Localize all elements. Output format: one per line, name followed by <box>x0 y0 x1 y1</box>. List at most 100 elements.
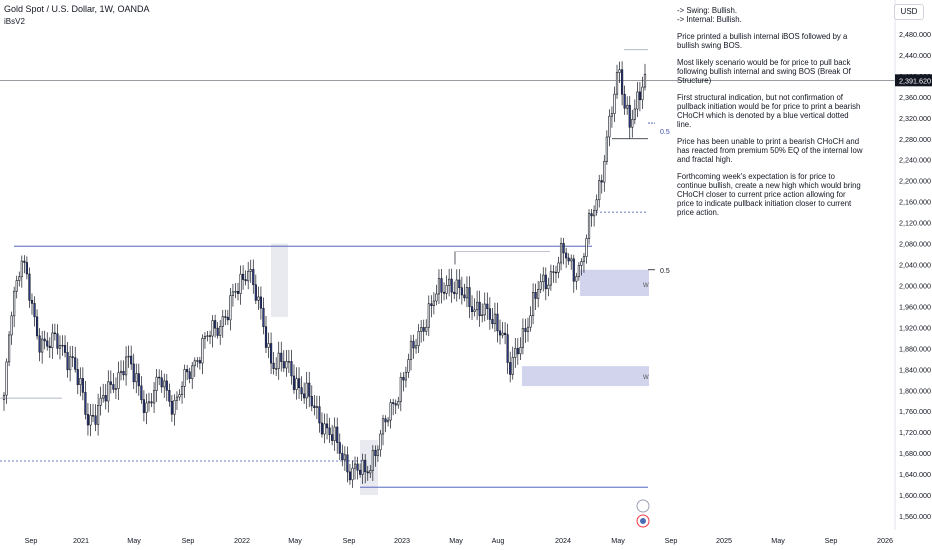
candle <box>272 351 275 375</box>
candle <box>613 86 616 122</box>
candle <box>633 99 636 125</box>
candle <box>585 234 588 264</box>
note-expectation: Forthcoming week's expectation is for pr… <box>677 172 861 217</box>
candle <box>201 334 204 375</box>
candle <box>519 337 522 361</box>
candle <box>229 288 232 331</box>
candle <box>320 412 324 438</box>
candle <box>97 393 100 436</box>
candle <box>10 311 13 345</box>
candle <box>496 302 499 343</box>
eq-label-mid: 0.5 <box>660 268 670 275</box>
candle <box>25 256 28 280</box>
candle <box>575 272 578 290</box>
candle <box>366 465 369 481</box>
candle <box>387 416 390 427</box>
y-tick-label: 1,920.000 <box>899 323 931 332</box>
candle <box>224 309 227 326</box>
candle <box>58 335 62 360</box>
candle <box>282 350 285 372</box>
candle <box>325 413 329 440</box>
candle <box>239 265 242 305</box>
y-tick-label: 2,360.000 <box>899 93 931 102</box>
y-tick-label: 1,600.000 <box>899 491 931 500</box>
candle <box>20 255 23 288</box>
candle <box>297 367 301 399</box>
candle <box>498 319 502 345</box>
candle <box>412 334 415 359</box>
candle <box>84 381 87 420</box>
candle <box>394 399 397 415</box>
candle <box>610 106 614 128</box>
y-tick-label: 2,080.000 <box>899 240 931 249</box>
candle <box>132 353 135 390</box>
candle <box>399 372 402 412</box>
event-icons[interactable] <box>636 499 650 528</box>
candle <box>310 385 313 412</box>
candle <box>13 286 16 328</box>
candle <box>437 269 441 305</box>
candle <box>226 309 229 325</box>
current-price-badge <box>895 74 932 87</box>
y-tick-label: 1,840.000 <box>899 365 931 374</box>
candle <box>570 254 573 270</box>
candle <box>549 264 552 291</box>
currency-button[interactable]: USD <box>894 4 924 20</box>
candle <box>331 424 334 446</box>
candle <box>178 389 181 401</box>
candle <box>432 292 435 315</box>
y-tick-label: 2,200.000 <box>899 177 931 186</box>
candle <box>460 276 463 305</box>
candle <box>488 297 491 330</box>
candle <box>516 338 519 365</box>
candle <box>381 414 385 446</box>
candle <box>643 63 647 91</box>
candle <box>371 445 374 482</box>
candle <box>567 253 570 265</box>
candle <box>526 317 530 342</box>
candle <box>277 341 280 380</box>
candle <box>287 349 290 374</box>
time-axis: Sep 2021 May Sep 2022 May Sep 2023 May Aug 2024 May… <box>25 536 893 545</box>
candle <box>361 453 364 484</box>
candle <box>440 268 443 304</box>
x-tick-label: Aug <box>492 536 505 545</box>
candle <box>374 445 377 467</box>
candle <box>66 342 69 378</box>
candle <box>397 396 400 409</box>
candle <box>69 346 72 382</box>
candle <box>127 345 130 368</box>
candle <box>547 277 550 297</box>
candle <box>221 309 224 338</box>
candle <box>89 403 92 437</box>
candle <box>465 276 469 308</box>
candle <box>236 282 240 301</box>
candle <box>417 324 420 354</box>
candle <box>353 456 357 480</box>
x-tick-label: Sep <box>343 536 356 545</box>
candle <box>114 377 118 400</box>
candle <box>81 367 84 401</box>
candle <box>117 361 120 400</box>
y-tick-label: 1,960.000 <box>899 302 931 311</box>
candle <box>473 298 476 317</box>
y-tick-label: 2,040.000 <box>899 261 931 270</box>
candle <box>285 349 288 377</box>
x-tick-label: 2024 <box>555 536 571 545</box>
candle <box>91 403 95 423</box>
candle <box>580 258 583 276</box>
x-tick-label: May <box>449 536 463 545</box>
y-tick-label: 1,880.000 <box>899 344 931 353</box>
candle <box>521 318 524 355</box>
candle <box>188 367 191 384</box>
candle <box>35 309 39 340</box>
candle <box>269 332 273 374</box>
candle <box>600 174 603 194</box>
price-axis: 2,480.0002,440.0002,400.0002,360.0002,32… <box>894 0 932 530</box>
candle <box>76 358 79 395</box>
candle <box>102 383 105 403</box>
candle <box>420 320 423 343</box>
candle <box>175 391 179 410</box>
candle <box>338 433 341 461</box>
